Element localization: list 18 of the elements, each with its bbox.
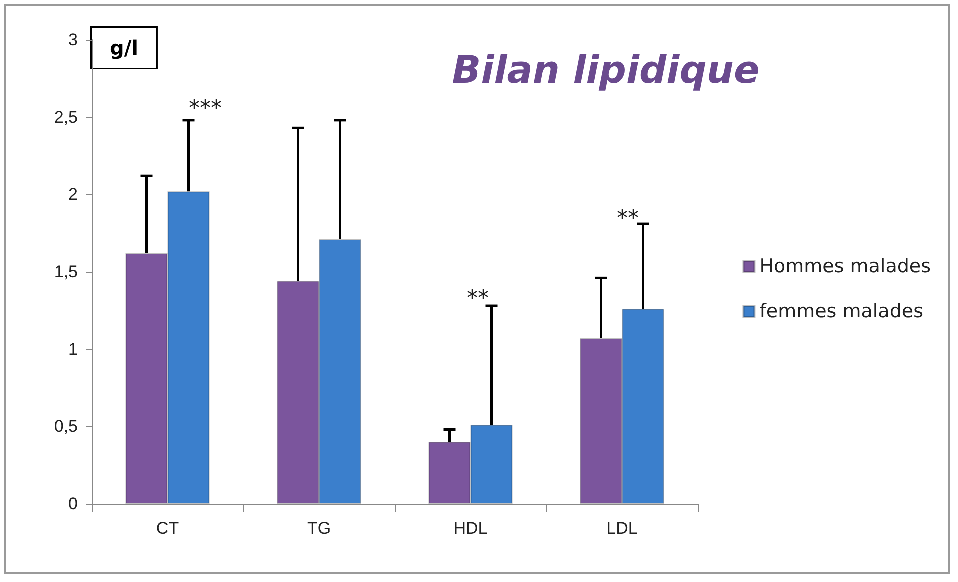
y-tick-label: 2,5 <box>54 108 78 127</box>
x-tick-label: CT <box>156 519 180 538</box>
annotation: ** <box>467 286 489 312</box>
x-tick-label: TG <box>307 519 332 538</box>
annotation: *** <box>189 96 222 122</box>
legend-label: Hommes malades <box>760 256 932 278</box>
x-tick-label: LDL <box>606 519 638 538</box>
x-tick-label: HDL <box>454 519 488 538</box>
y-tick-label: 1 <box>68 340 78 359</box>
y-tick-label: 3 <box>68 30 78 50</box>
legend-label: femmes malades <box>760 300 924 322</box>
y-tick-label: 0 <box>68 494 78 514</box>
chart-title: Bilan lipidique <box>452 48 760 92</box>
annotation: ** <box>617 206 639 232</box>
y-axis-title: g/l <box>110 36 138 60</box>
y-tick-label: 2 <box>68 185 78 204</box>
y-tick-label: 0,5 <box>54 417 78 436</box>
y-tick-label: 1,5 <box>54 262 78 282</box>
